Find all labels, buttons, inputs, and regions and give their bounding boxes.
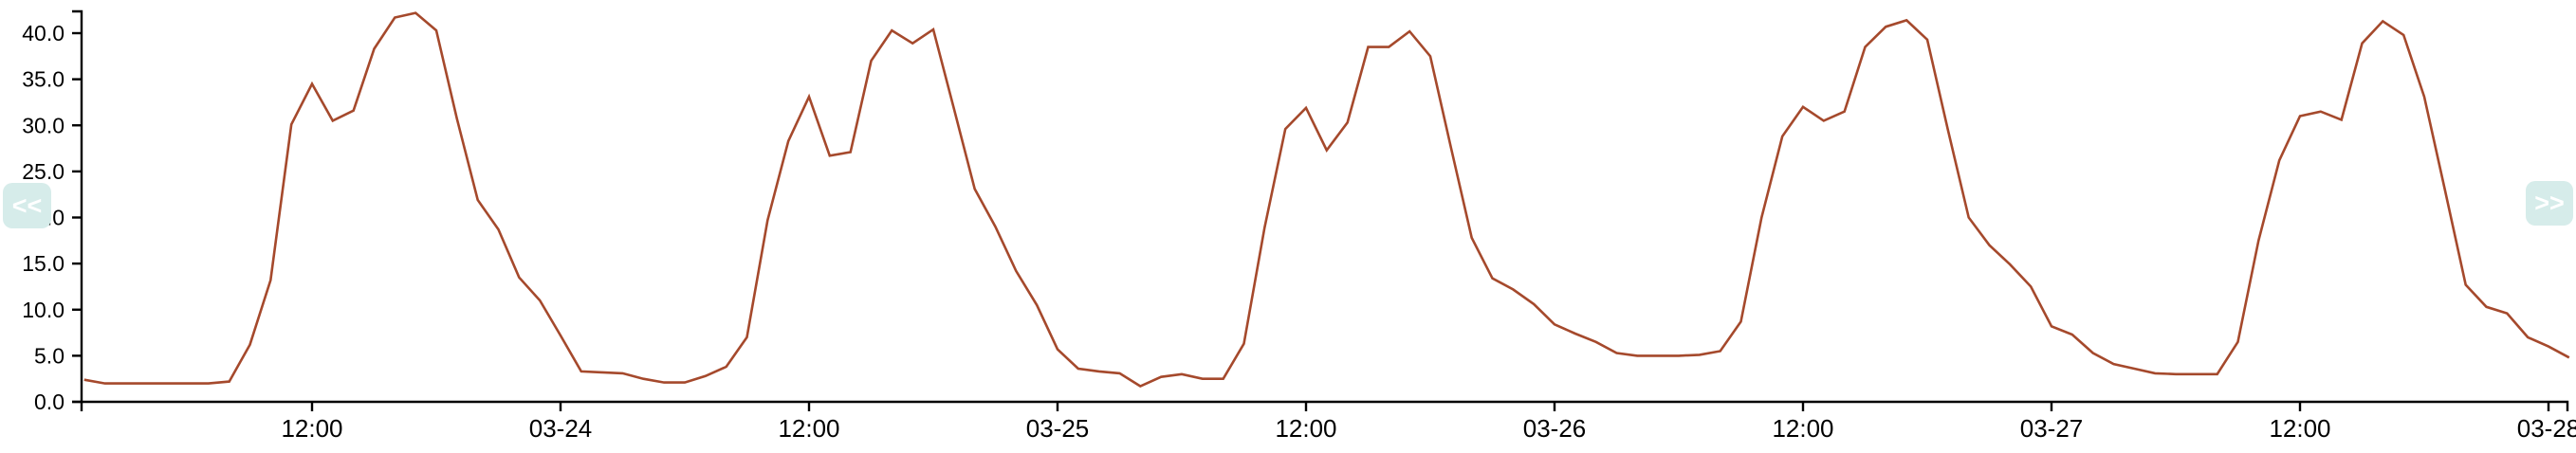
y-tick-label: 15.0 <box>22 251 64 276</box>
x-tick-label: 12:00 <box>281 414 342 443</box>
y-axis-line <box>72 9 83 404</box>
y-tick-label: 35.0 <box>22 67 64 92</box>
y-tick-label: 10.0 <box>22 298 64 322</box>
y-tick-label: 30.0 <box>22 113 64 137</box>
x-tick-label: 03-26 <box>1523 414 1587 443</box>
x-tick-label: 03-24 <box>529 414 593 443</box>
page-next-button[interactable]: >> <box>2526 181 2573 226</box>
x-tick-label: 12:00 <box>2269 414 2330 443</box>
y-tick-label: 25.0 <box>22 159 64 184</box>
page-previous-button[interactable]: << <box>3 183 51 228</box>
x-tick-label: 03-25 <box>1026 414 1090 443</box>
x-axis-line <box>80 400 2569 411</box>
x-tick-label: 03-28 <box>2517 414 2576 443</box>
x-tick-label: 12:00 <box>778 414 839 443</box>
x-tick-label: 12:00 <box>1772 414 1833 443</box>
data-line-value <box>83 11 2570 388</box>
x-tick-label: 12:00 <box>1275 414 1336 443</box>
y-tick-label: 0.0 <box>34 390 64 414</box>
x-tick-label: 03-27 <box>2020 414 2084 443</box>
y-tick-label: 5.0 <box>34 343 64 368</box>
y-tick-label: 40.0 <box>22 21 64 45</box>
